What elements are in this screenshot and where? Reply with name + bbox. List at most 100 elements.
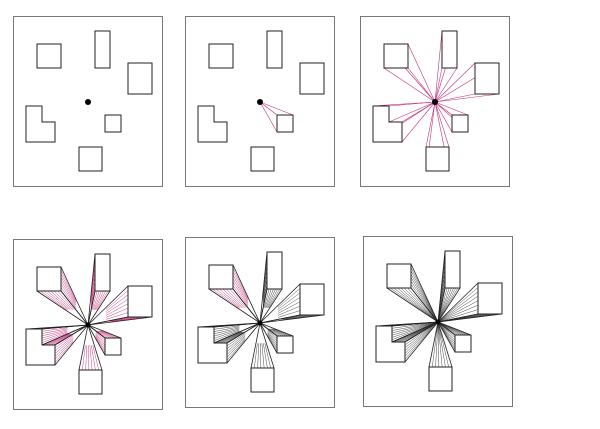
- extrusion-edge: [259, 322, 278, 354]
- hatch-line: [267, 288, 278, 308]
- extrusion-edge: [208, 288, 261, 324]
- panel-drawing: [197, 251, 325, 393]
- perspective-panel-3: [360, 16, 510, 187]
- hatch-line: [404, 321, 439, 348]
- panel-drawing: [25, 253, 153, 395]
- bottom-square: [250, 367, 275, 393]
- right-rectangle: [127, 62, 153, 95]
- l-shape: [372, 105, 403, 143]
- hatch-line: [263, 288, 270, 308]
- hatch-line: [437, 291, 479, 323]
- hatch-line: [226, 335, 246, 352]
- l-shape: [197, 326, 228, 364]
- hatch-line: [437, 296, 479, 323]
- hatch-line: [54, 336, 74, 351]
- hatch-line: [391, 321, 439, 331]
- hatch-line: [221, 331, 243, 344]
- extrusion-edge: [259, 251, 268, 324]
- hatch-line: [437, 300, 479, 323]
- hatch-line: [270, 328, 284, 337]
- hatch-line: [282, 314, 311, 320]
- hatch-line: [90, 269, 96, 301]
- hatch-line: [47, 290, 70, 310]
- hatch-line: [232, 285, 249, 307]
- hatch-line: [391, 321, 439, 334]
- hatch-line: [92, 290, 100, 310]
- hatch-line: [95, 333, 106, 346]
- construction-line: [434, 101, 453, 133]
- extrusion-edge: [87, 324, 122, 339]
- small-square: [276, 335, 294, 354]
- hatch-line: [95, 335, 106, 348]
- hatch-line: [437, 287, 450, 323]
- hatch-line: [41, 328, 68, 334]
- extrusion-edge: [391, 321, 439, 327]
- bottom-square: [78, 146, 103, 172]
- hatch-line: [407, 287, 439, 323]
- hatch-line: [109, 316, 135, 322]
- hatch-line: [269, 328, 282, 337]
- small-square: [104, 337, 122, 356]
- vanishing-point: [257, 320, 263, 326]
- hatch-line: [266, 288, 276, 308]
- hatch-line: [85, 345, 88, 371]
- hatch-line: [397, 287, 439, 323]
- hatch-line: [257, 343, 260, 369]
- bottom-square: [78, 369, 103, 395]
- hatch-line: [435, 321, 439, 368]
- extrusion-edge: [54, 324, 89, 346]
- extrusion-edge: [259, 288, 268, 324]
- hatch-line: [213, 330, 240, 341]
- extrusion-edge: [87, 316, 153, 326]
- hatch-line: [261, 343, 265, 369]
- hatch-line: [267, 335, 278, 351]
- hatch-line: [60, 284, 77, 307]
- hatch-line: [54, 341, 74, 363]
- hatch-line: [400, 287, 439, 323]
- hatch-line: [213, 327, 240, 335]
- hatch-line: [92, 345, 99, 371]
- hatch-line: [94, 290, 104, 310]
- hatch-line: [90, 275, 96, 303]
- hatch-line: [41, 331, 68, 341]
- construction-line: [434, 30, 443, 103]
- l-shape: [375, 325, 406, 363]
- hatch-line: [95, 331, 106, 341]
- hatch-line: [90, 280, 96, 305]
- hatch-line: [222, 288, 244, 308]
- hatch-line: [57, 290, 75, 310]
- hatch-line: [105, 294, 129, 312]
- hatch-line: [391, 321, 439, 336]
- hatch-line: [91, 345, 96, 371]
- hatch-line: [98, 330, 112, 339]
- extrusion-edge: [259, 283, 301, 324]
- hatch-line: [267, 330, 278, 342]
- hatch-line: [232, 268, 249, 299]
- hatch-line: [90, 264, 96, 298]
- hatch-line: [271, 328, 287, 337]
- extrusion-edge: [41, 324, 89, 330]
- hatch-line: [225, 288, 245, 308]
- hatch-line: [410, 274, 439, 323]
- right-rectangle: [477, 282, 503, 315]
- extrusion-edge: [404, 321, 439, 343]
- extrusion-edge: [437, 313, 479, 323]
- small-square: [454, 334, 472, 353]
- tall-rectangle: [94, 30, 111, 69]
- hatch-line: [232, 271, 249, 301]
- extrusion-edge: [259, 314, 325, 324]
- hatch-line: [437, 321, 456, 345]
- perspective-panel-6: [363, 236, 513, 407]
- hatch-line: [277, 310, 301, 318]
- hatch-line: [404, 321, 439, 354]
- hatch-line: [232, 275, 249, 302]
- extrusion-edge: [36, 290, 89, 326]
- extrusion-edge: [87, 290, 96, 326]
- hatch-line: [437, 321, 456, 343]
- hatch-line: [262, 283, 268, 306]
- construction-line: [434, 101, 469, 116]
- extrusion-edge: [54, 324, 89, 366]
- hatch-line: [437, 287, 454, 323]
- hatch-line: [105, 290, 129, 310]
- hatch-line: [277, 288, 301, 308]
